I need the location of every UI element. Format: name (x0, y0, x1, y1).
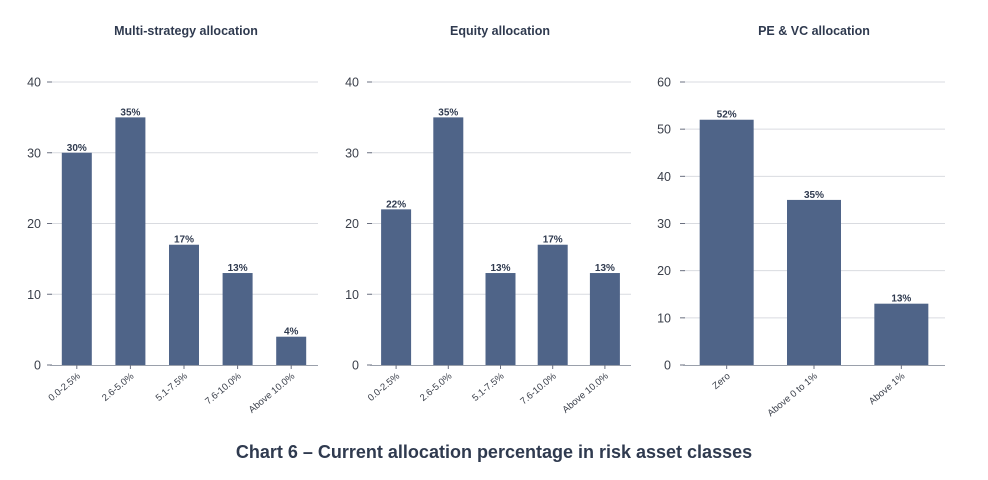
bar (589, 273, 620, 365)
data-label: 52% (717, 110, 737, 121)
y-tick-label: 20 (27, 217, 41, 231)
chart-title: Multi-strategy allocation (114, 24, 258, 38)
chart-panel-1: Multi-strategy allocation 0 10 20 30 40 30% 0.0… (27, 24, 318, 416)
data-label: 4% (284, 327, 299, 338)
y-tick-label: 10 (345, 288, 359, 302)
x-tick-label: Zero (711, 371, 733, 392)
y-tick-label: 0 (352, 359, 359, 373)
data-label: 35% (120, 107, 140, 118)
x-tick-label: Above 1% (867, 371, 908, 408)
y-tick-label: 0 (664, 359, 671, 373)
bar (169, 244, 199, 365)
y-tick-label: 10 (657, 311, 671, 325)
data-label: 17% (174, 235, 194, 246)
y-tick-label: 30 (345, 146, 359, 160)
y-tick-label: 20 (345, 217, 359, 231)
data-label: 17% (543, 235, 563, 246)
data-label: 35% (438, 107, 458, 118)
data-label: 13% (228, 263, 248, 274)
x-tick-label: 7.6-10.0% (518, 371, 559, 408)
y-tick-label: 30 (27, 146, 41, 160)
x-tick-label: 5.1-7.5% (154, 371, 191, 404)
bar (222, 273, 253, 365)
bar (433, 117, 464, 365)
bar (537, 244, 568, 365)
y-tick-label: 0 (34, 359, 41, 373)
chart-title: PE & VC allocation (758, 24, 870, 38)
y-tick-label: 30 (657, 217, 671, 231)
y-tick-label: 20 (657, 264, 671, 278)
bar (61, 152, 92, 365)
data-label: 30% (67, 143, 87, 154)
data-label: 22% (386, 199, 406, 210)
y-tick-label: 60 (657, 76, 671, 90)
figure-caption: Chart 6 – Current allocation percentage … (235, 442, 753, 462)
data-label: 13% (490, 263, 510, 274)
data-label: 13% (595, 263, 615, 274)
x-tick-label: 7.6-10.0% (203, 371, 244, 408)
chart-title: Equity allocation (450, 24, 550, 38)
data-label: 35% (804, 190, 824, 201)
y-tick-label: 50 (657, 123, 671, 137)
x-tick-label: Above 0 to 1% (766, 371, 821, 420)
bar (381, 209, 412, 365)
x-tick-label: 0.0-2.5% (47, 371, 84, 404)
bar (115, 117, 146, 365)
x-tick-label: 0.0-2.5% (366, 371, 403, 404)
y-tick-label: 40 (345, 76, 359, 90)
x-tick-label: Above 10.0% (560, 371, 611, 416)
chart-panel-3: PE & VC allocation 0 10 20 30 40 50 60 52% Zero 35… (657, 24, 945, 419)
bar (699, 119, 754, 365)
y-tick-label: 10 (27, 288, 41, 302)
bar (276, 336, 307, 365)
x-tick-label: 2.6-5.0% (418, 371, 455, 404)
bar (485, 273, 516, 365)
x-tick-label: 5.1-7.5% (470, 371, 507, 404)
chart-panel-2: Equity allocation 0 10 20 30 40 22% 0.0-2.5% 35%… (345, 24, 631, 416)
x-tick-label: Above 10.0% (247, 371, 298, 416)
data-label: 13% (891, 294, 911, 305)
y-tick-label: 40 (27, 76, 41, 90)
x-tick-label: 2.6-5.0% (100, 371, 137, 404)
y-tick-label: 40 (657, 170, 671, 184)
bar (874, 303, 929, 365)
bar (787, 199, 841, 365)
